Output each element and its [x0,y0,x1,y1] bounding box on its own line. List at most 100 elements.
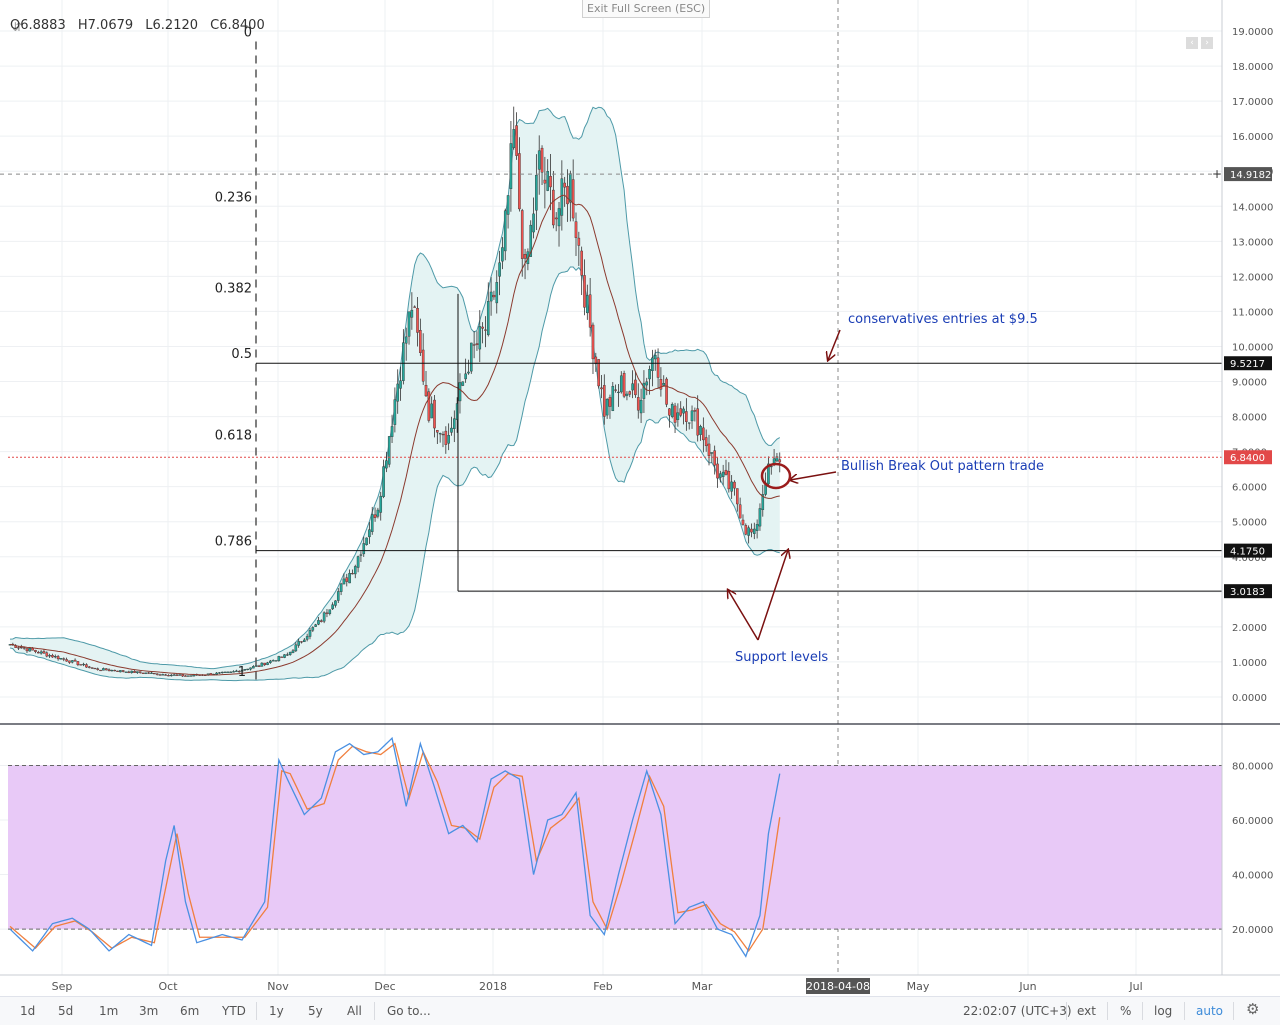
price-tag-label: 14.9182 [1230,170,1271,181]
candle-body [651,357,654,372]
candle-body [424,384,428,397]
candle-body [303,639,306,643]
auto-scale-toggle[interactable]: auto [1196,1004,1224,1018]
candle-body [679,408,683,416]
ext-toggle[interactable]: ext [1077,1004,1096,1018]
annotation-entries: conservatives entries at $9.5 [848,312,1038,327]
gear-icon[interactable]: ⚙ [1246,1000,1260,1018]
candle-body [328,609,332,614]
candle-body [322,612,326,622]
candle-body [549,176,552,188]
candle-body [453,418,456,429]
candle-body [450,427,453,433]
candle-body [260,662,264,667]
y-tick-label: 5.0000 [1232,518,1267,529]
range-all-button[interactable]: All [347,1004,362,1018]
scroll-right-icon[interactable]: › [1201,37,1213,49]
candle-body [419,330,422,353]
candle-body [345,577,349,582]
candle-body [444,430,448,445]
candle-body [509,143,513,189]
candle-body [286,654,289,656]
price-tag-label: 3.0183 [1230,587,1265,598]
clock-readout[interactable]: 22:02:07 (UTC+3) [963,1004,1072,1018]
candle-body [368,529,371,538]
candle-body [577,237,581,246]
stoch-k-line [9,736,781,958]
candle-body [653,355,657,360]
chart-area[interactable]: 0 0.236 0.382 0.5 0.618 0.786 1 conservatives … [0,0,1280,996]
candle-body [761,494,765,510]
candle-body [96,668,100,670]
candle-body [362,543,366,555]
candle-body [741,519,745,525]
candle-body [475,343,479,345]
candle-body [42,651,46,654]
candle-body [31,647,34,651]
candle-body [181,674,184,677]
candle-body [356,556,360,568]
candle-body [489,291,493,302]
candle-body [150,672,153,674]
range-1m-button[interactable]: 1m [99,1004,119,1018]
candle-body [441,433,445,436]
candle-body [690,410,694,422]
range-1d-button[interactable]: 1d [20,1004,36,1018]
x-tick-label: 2018 [479,980,507,993]
candle-body [325,612,329,614]
range-ytd-button[interactable]: YTD [222,1004,246,1018]
annotation-breakout: Bullish Break Out pattern trade [841,459,1044,474]
candle-body [39,651,43,654]
bollinger-lower-line [9,266,780,682]
range-6m-button[interactable]: 6m [180,1004,200,1018]
annotation-support: Support levels [735,650,828,665]
bollinger-basis-line [9,194,780,676]
candle-body [631,383,634,391]
candle-body [515,125,518,156]
price-tag [1224,584,1272,599]
candle-body [390,426,394,437]
x-tick-label: Jul [1128,980,1142,993]
breakout-circle [760,462,792,490]
range-5y-button[interactable]: 5y [308,1004,323,1018]
goto-button[interactable]: Go to... [387,1004,431,1018]
candle-body [370,514,374,532]
candle-body [724,469,728,475]
candle-body [506,195,510,215]
candle-body [628,391,632,395]
crosshair-date-label: 2018-04-08 [806,980,870,993]
log-toggle[interactable]: log [1154,1004,1173,1018]
x-tick-label: May [907,980,930,993]
candle-body [537,150,541,170]
crosshair-date-tag [806,978,870,994]
percent-toggle[interactable]: % [1120,1004,1132,1018]
candle-body [116,670,119,672]
candle-body [648,369,651,380]
range-3m-button[interactable]: 3m [139,1004,159,1018]
open-value: O6.8883 [10,18,66,33]
candle-body [119,670,122,673]
candle-body [85,664,88,668]
candle-body [320,620,323,622]
candle-body [167,675,170,677]
candle-body [385,460,388,469]
range-1y-button[interactable]: 1y [269,1004,284,1018]
candle-body [557,208,561,227]
candle-body [138,671,142,673]
candle-body [727,471,731,490]
candle-body [257,665,261,667]
range-5d-button[interactable]: 5d [58,1004,74,1018]
candle-body [676,412,680,420]
candle-body [421,349,425,382]
candle-body [464,373,467,380]
candle-body [158,674,162,676]
candle-body [288,651,292,655]
price-tag-label: 4.1750 [1230,547,1265,558]
candle-body [512,129,516,148]
fib-level-label: 0.5 [231,347,252,362]
candle-body [546,171,549,191]
candle-body [215,672,218,675]
scroll-left-icon[interactable]: ‹ [1186,37,1198,49]
exit-fullscreen-button[interactable]: Exit Full Screen (ESC) [582,0,711,18]
candle-body [22,647,26,649]
